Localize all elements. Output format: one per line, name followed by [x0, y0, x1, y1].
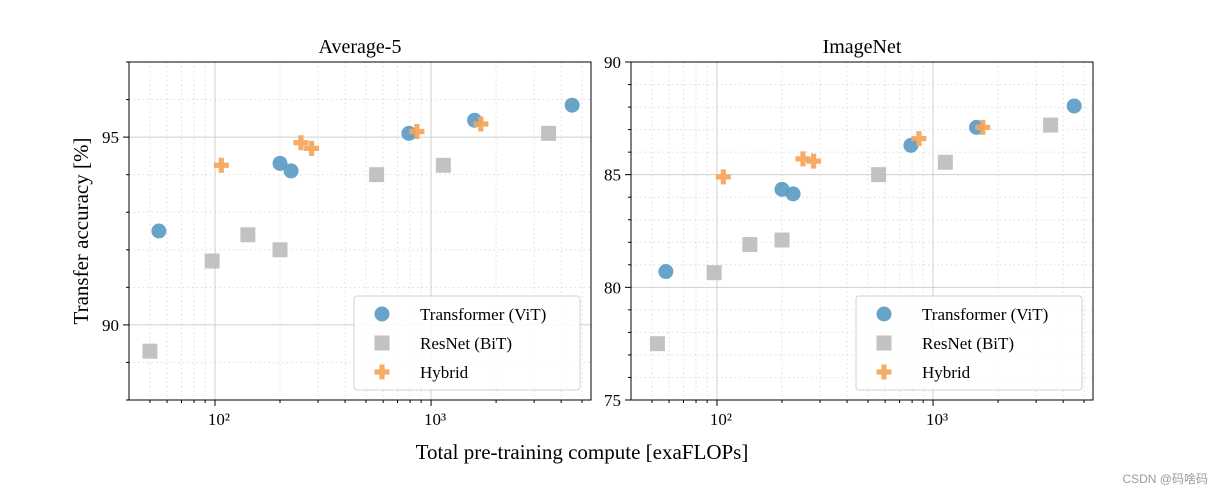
data-point-hybrid: Hybrid: (107, 84.9): [715, 169, 731, 185]
series-bit: ResNet (BiT): (50, 89.3) ResNet (BiT): (9…: [142, 125, 557, 359]
data-point-vit: Transformer (ViT): (225, 94.1): [283, 163, 299, 179]
data-point-vit: Transformer (ViT): (58, 80.7): [658, 264, 674, 280]
y-tick-label: 80: [604, 278, 621, 297]
data-point-vit: Transformer (ViT): (790, 86.3): [903, 137, 919, 153]
chart-title: ImageNet: [823, 36, 902, 58]
y-tick-label: 90: [102, 316, 119, 335]
legend-box: [855, 295, 1083, 391]
series-vit: Transformer (ViT): (58, 80.7) Transformer…: [658, 98, 1082, 280]
legend-marker-vit: [876, 306, 892, 322]
legend-marker-hybrid: [374, 364, 390, 380]
legend-label-hybrid: Hybrid: [922, 363, 971, 382]
x-tick-label: 10²: [208, 410, 230, 429]
chart-title: Average-5: [319, 36, 402, 58]
data-point-bit: ResNet (BiT): (200, 92): [272, 242, 288, 258]
legend-marker-bit: [374, 335, 390, 351]
data-point-hybrid: Hybrid: (280, 94.7): [304, 140, 320, 156]
data-point-bit: ResNet (BiT): (50, 89.3): [142, 343, 158, 359]
data-point-vit: Transformer (ViT): (4500, 88.05): [1066, 98, 1082, 114]
data-point-vit: Transformer (ViT): (55, 92.5): [151, 223, 167, 239]
data-point-vit: Transformer (ViT): (4500, 95.85): [564, 97, 580, 113]
data-point-bit: ResNet (BiT): (142, 92.4): [240, 227, 256, 243]
y-axis-label: Transfer accuracy [%]: [69, 138, 93, 325]
data-point-bit: ResNet (BiT): (97, 91.7): [204, 253, 220, 269]
y-tick-label: 85: [604, 166, 621, 185]
legend-box: [353, 295, 581, 391]
data-point-bit: ResNet (BiT): (142, 81.9): [742, 237, 758, 253]
legend-label-hybrid: Hybrid: [420, 363, 469, 382]
x-axis-label: Total pre-training compute [exaFLOPs]: [416, 440, 749, 464]
y-tick-label: 95: [102, 128, 119, 147]
legend: Transformer (ViT) ResNet (BiT) Hybrid: [855, 295, 1083, 391]
chart-panel-2: 75 80 85 90 10² 10³ ImageNet Transformer (ViT):…: [604, 36, 1094, 429]
chart-panel-1: 90 95 10² 10³ Average-5 Transformer (ViT): (5…: [102, 36, 592, 429]
x-tick-label: 10³: [424, 410, 446, 429]
data-point-bit: ResNet (BiT): (1140, 85.55): [937, 154, 953, 170]
data-point-bit: ResNet (BiT): (3500, 87.2): [1043, 117, 1059, 133]
data-point-hybrid: Hybrid: (107, 94.25): [213, 157, 229, 173]
data-point-hybrid: Hybrid: (860, 95.15): [409, 123, 425, 139]
legend-label-bit: ResNet (BiT): [420, 334, 512, 353]
x-tick-label: 10³: [926, 410, 948, 429]
series-bit: ResNet (BiT): (53, 77.5) ResNet (BiT): (9…: [649, 117, 1059, 352]
plot-frame: [128, 61, 592, 401]
legend: Transformer (ViT) ResNet (BiT) Hybrid: [353, 295, 581, 391]
data-point-hybrid: Hybrid: (250, 94.85): [293, 135, 309, 151]
watermark: CSDN @码啥码: [1122, 472, 1208, 486]
series-hybrid: Hybrid: (107, 94.25) Hybrid: (250, 94.85)…: [213, 116, 489, 173]
data-point-bit: ResNet (BiT): (3500, 95.1): [541, 125, 557, 141]
data-point-bit: ResNet (BiT): (560, 85): [871, 167, 887, 183]
series-hybrid: Hybrid: (107, 84.9)Hybrid: (250, 85.7)Hy…: [715, 119, 991, 185]
data-point-bit: ResNet (BiT): (53, 77.5): [649, 336, 665, 352]
y-tick-label: 90: [604, 53, 621, 72]
legend-label-bit: ResNet (BiT): [922, 334, 1014, 353]
data-point-bit: ResNet (BiT): (97, 80.65): [706, 265, 722, 281]
data-point-hybrid: Hybrid: (1700, 87.1): [975, 119, 991, 135]
plot-frame: [630, 61, 1094, 401]
data-point-bit: ResNet (BiT): (1140, 94.25): [435, 157, 451, 173]
legend-label-vit: Transformer (ViT): [420, 305, 546, 324]
legend-marker-vit: [374, 306, 390, 322]
data-point-hybrid: Hybrid: (280, 85.6): [806, 153, 822, 169]
data-point-bit: ResNet (BiT): (560, 94): [369, 167, 385, 183]
data-point-hybrid: Hybrid: (1700, 95.35): [473, 116, 489, 132]
data-point-bit: ResNet (BiT): (200, 82.1): [774, 232, 790, 248]
legend-marker-bit: [876, 335, 892, 351]
data-point-vit: Transformer (ViT): (225, 84.15): [785, 186, 801, 202]
legend-label-vit: Transformer (ViT): [922, 305, 1048, 324]
series-vit: Transformer (ViT): (55, 92.5) Transformer…: [151, 97, 580, 239]
x-tick-label: 10²: [710, 410, 732, 429]
data-point-hybrid: Hybrid: (250, 85.7): [795, 151, 811, 167]
data-point-vit: Transformer (ViT): (200, 94.3): [272, 155, 288, 171]
legend-marker-hybrid: [876, 364, 892, 380]
y-tick-label: 75: [604, 391, 621, 410]
data-point-hybrid: Hybrid: (860, 86.6): [911, 131, 927, 147]
